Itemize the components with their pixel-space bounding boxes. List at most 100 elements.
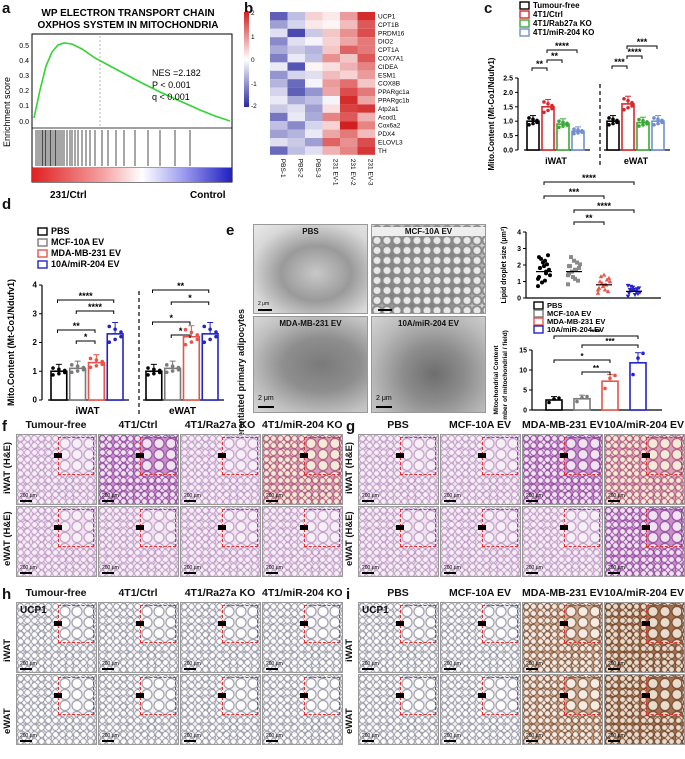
legend-swatch: [37, 260, 48, 269]
heatmap-cell: [270, 146, 288, 155]
heatmap-cell: [322, 87, 340, 96]
column-label: 4T1/Ra27a KO: [184, 587, 256, 599]
gsea-ytick: 0.3: [19, 73, 29, 80]
data-point: [527, 123, 531, 127]
gsea-ytick: 0.1: [19, 103, 29, 110]
scale-tick: 2: [251, 10, 255, 17]
heatmap-cell: [357, 79, 375, 88]
panel-label-a: a: [2, 0, 11, 17]
zoom-inset: [140, 677, 176, 715]
row-label: iWAT (H&E): [344, 441, 355, 494]
heatmap-cell: [270, 112, 288, 122]
column-label: PBS: [387, 587, 409, 599]
zoom-inset: [304, 437, 340, 475]
heatmap-cell: [287, 112, 305, 122]
legend-swatch: [37, 249, 48, 258]
zoom-inset: [222, 605, 258, 643]
data-point: [107, 324, 112, 329]
row-label: iWAT: [2, 638, 13, 662]
scale-bar: [266, 500, 278, 502]
arrow-marker: [136, 693, 144, 698]
data-point: [146, 366, 150, 370]
arrow-marker: [396, 693, 404, 698]
legend-label: Tumour-free: [533, 1, 580, 10]
scale-bar: [362, 572, 374, 574]
data-point: [632, 293, 638, 297]
scale-label: 200 μm: [608, 733, 625, 739]
scale-label: 200 μm: [362, 493, 379, 499]
y-tick-label: 1: [517, 279, 521, 286]
data-point: [164, 363, 169, 367]
row-label: eWAT (H&E): [2, 511, 13, 566]
legend-swatch: [519, 10, 530, 19]
arrow-marker: [136, 621, 144, 626]
zoom-inset: [304, 509, 340, 547]
data-point: [202, 340, 207, 345]
heatmap-cell: [270, 79, 288, 88]
data-point: [547, 400, 551, 405]
heatmap-cell: [305, 96, 323, 105]
scale-bar: [102, 740, 114, 742]
data-point: [576, 131, 580, 135]
gsea-ytick: 0.2: [19, 88, 29, 95]
legend-label: PBS: [547, 301, 562, 310]
data-point: [576, 278, 580, 283]
arrow-marker: [218, 693, 226, 698]
tem-image-mcf10a: MCF-10A EV: [371, 224, 486, 314]
y-tick-label: 3: [33, 309, 38, 318]
data-point: [546, 253, 550, 258]
sig-bracket: [152, 289, 210, 293]
sample-label: 231 EV-2: [349, 159, 356, 186]
scale-label: 200 μm: [444, 493, 461, 499]
legend-swatch: [519, 19, 530, 28]
sig-bracket: [626, 55, 643, 59]
data-point: [611, 121, 615, 126]
scale-bar: [184, 572, 196, 574]
heatmap-cell: [357, 146, 375, 155]
heatmap-cell: [270, 121, 288, 130]
micrograph: 200 μm: [262, 434, 343, 505]
gsea-title-1: WP ELECTRON TRANSPORT CHAIN: [41, 8, 214, 19]
sig-label: *: [84, 332, 88, 342]
sig-bracket: [543, 195, 605, 199]
legend-swatch: [533, 325, 544, 334]
data-point: [546, 108, 550, 113]
arrow-marker: [300, 621, 308, 626]
heatmap-cell: [357, 112, 375, 122]
micrograph: 200 μm: [440, 602, 521, 673]
sig-label: ***: [637, 37, 648, 47]
heatmap-cell: [270, 45, 288, 54]
scale-bar: [526, 500, 538, 502]
data-point: [94, 363, 99, 368]
data-point: [69, 363, 74, 367]
data-point: [550, 106, 554, 111]
data-point: [113, 327, 117, 332]
tem-image-10a-mir204: 10A/miR-204 EV 2 μm: [371, 316, 486, 413]
data-point: [575, 399, 579, 404]
heatmap-cell: [340, 54, 358, 63]
micrograph: 200 μm: [440, 506, 521, 577]
gsea-plot: WP ELECTRON TRANSPORT CHAIN OXPHOS SYSTE…: [2, 8, 233, 201]
zoom-inset: [400, 605, 436, 643]
column-label: MCF-10A EV: [448, 587, 512, 599]
y-tick-label: 10: [519, 368, 527, 375]
bar: [601, 380, 619, 411]
data-point: [615, 118, 619, 123]
data-point: [543, 278, 547, 283]
zoom-inset: [564, 509, 600, 547]
y-tick-label: 0.5: [503, 133, 513, 140]
legend-label: 10A/miR-204 EV: [547, 325, 604, 334]
micrograph: 200 μm: [604, 602, 685, 673]
scale-label: 200 μm: [444, 661, 461, 667]
micrograph: 200 μm: [98, 434, 179, 505]
heatmap-cell: [357, 70, 375, 80]
sample-label: 231 EV-3: [366, 159, 373, 186]
scale-bar: [526, 668, 538, 670]
micrograph: 200 μm: [358, 434, 439, 505]
data-point: [641, 123, 645, 127]
scale-bar: [378, 309, 392, 311]
y-tick-label: 0.0: [503, 148, 513, 155]
